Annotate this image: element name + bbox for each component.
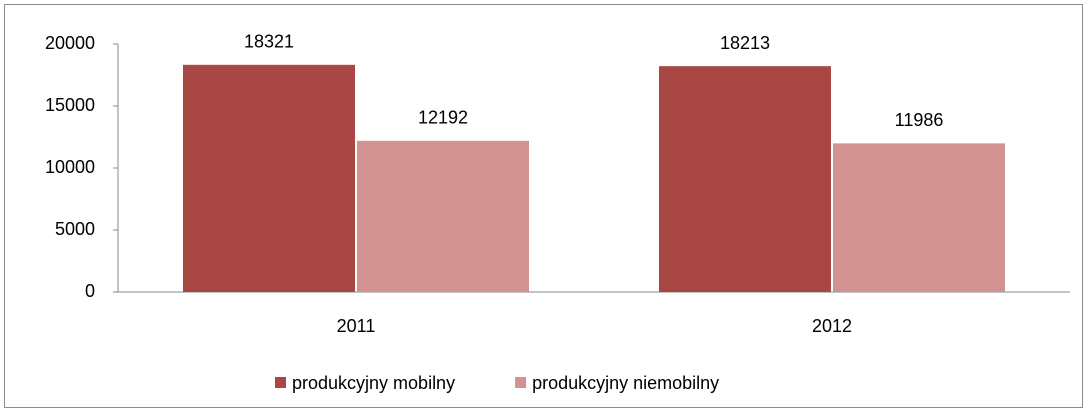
- data-label: 12192: [418, 108, 468, 128]
- data-label: 18321: [244, 32, 294, 52]
- bar: [833, 143, 1005, 292]
- y-tick-label: 10000: [45, 157, 95, 177]
- y-tick-label: 20000: [45, 33, 95, 53]
- legend-label: produkcyjny niemobilny: [532, 373, 719, 393]
- data-label: 18213: [720, 33, 770, 53]
- legend-swatch: [275, 377, 286, 388]
- legend-label: produkcyjny mobilny: [292, 373, 455, 393]
- data-label: 11986: [895, 110, 944, 130]
- y-tick-label: 15000: [45, 95, 95, 115]
- bar: [183, 64, 355, 292]
- x-tick-label: 2012: [812, 316, 852, 336]
- bar: [659, 66, 831, 292]
- y-tick-label: 0: [85, 281, 95, 301]
- legend-swatch: [515, 377, 527, 388]
- y-tick-label: 5000: [55, 219, 95, 239]
- bar: [357, 140, 529, 292]
- x-tick-label: 2011: [337, 316, 376, 336]
